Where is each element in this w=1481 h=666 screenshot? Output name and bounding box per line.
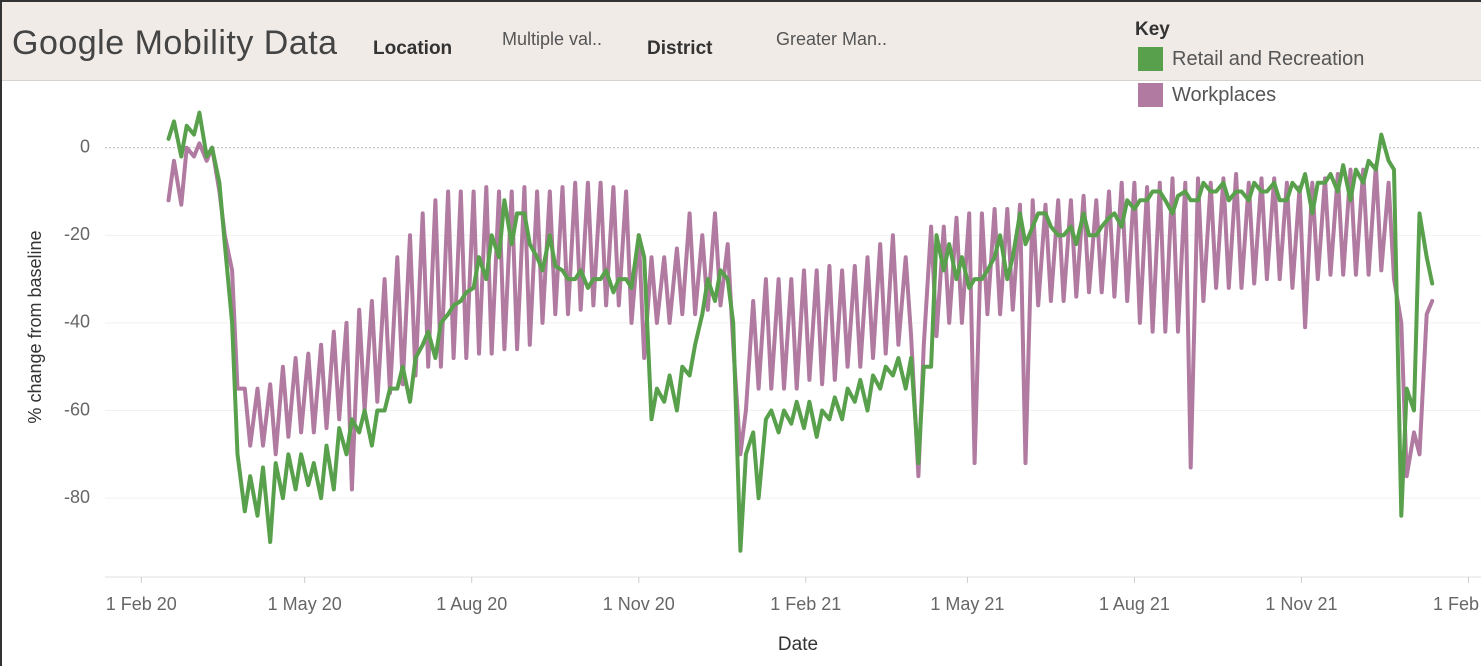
legend-swatch [1138, 47, 1163, 71]
legend-title: Key [1135, 19, 1170, 40]
x-tick-label: 1 Feb 22 [1433, 594, 1481, 614]
legend-swatch [1138, 83, 1163, 107]
x-tick-label: 1 Nov 21 [1265, 594, 1337, 614]
x-axis-title: Date [778, 634, 818, 655]
series-line [166, 110, 1435, 553]
x-tick-label: 1 May 20 [268, 594, 342, 614]
legend-item[interactable]: Workplaces [1138, 83, 1276, 107]
series-line [166, 141, 1435, 492]
x-tick-label: 1 May 21 [930, 594, 1004, 614]
legend-label: Workplaces [1172, 84, 1277, 106]
x-tick-label: 1 Aug 20 [436, 594, 507, 614]
dashboard-title: Google Mobility Data [12, 24, 338, 62]
legend-item[interactable]: Retail and Recreation [1138, 47, 1364, 71]
x-tick-label: 1 Nov 20 [603, 594, 675, 614]
x-tick-label: 1 Aug 21 [1099, 594, 1170, 614]
filter-value[interactable]: Multiple val.. [502, 29, 603, 49]
filter-label: Location [373, 38, 453, 59]
y-tick-label: -40 [64, 312, 90, 332]
y-axis-title: % change from baseline [25, 230, 45, 423]
y-tick-label: -80 [64, 487, 90, 507]
x-tick-label: 1 Feb 21 [770, 594, 841, 614]
y-tick-label: -60 [64, 399, 90, 419]
y-tick-label: -20 [64, 224, 90, 244]
y-tick-label: 0 [80, 136, 90, 156]
legend-label: Retail and Recreation [1172, 48, 1365, 70]
filter-value[interactable]: Greater Man.. [776, 29, 888, 49]
filter-label: District [647, 38, 713, 59]
x-tick-label: 1 Feb 20 [106, 594, 177, 614]
header: Google Mobility Data Location Multiple v… [2, 2, 1481, 107]
